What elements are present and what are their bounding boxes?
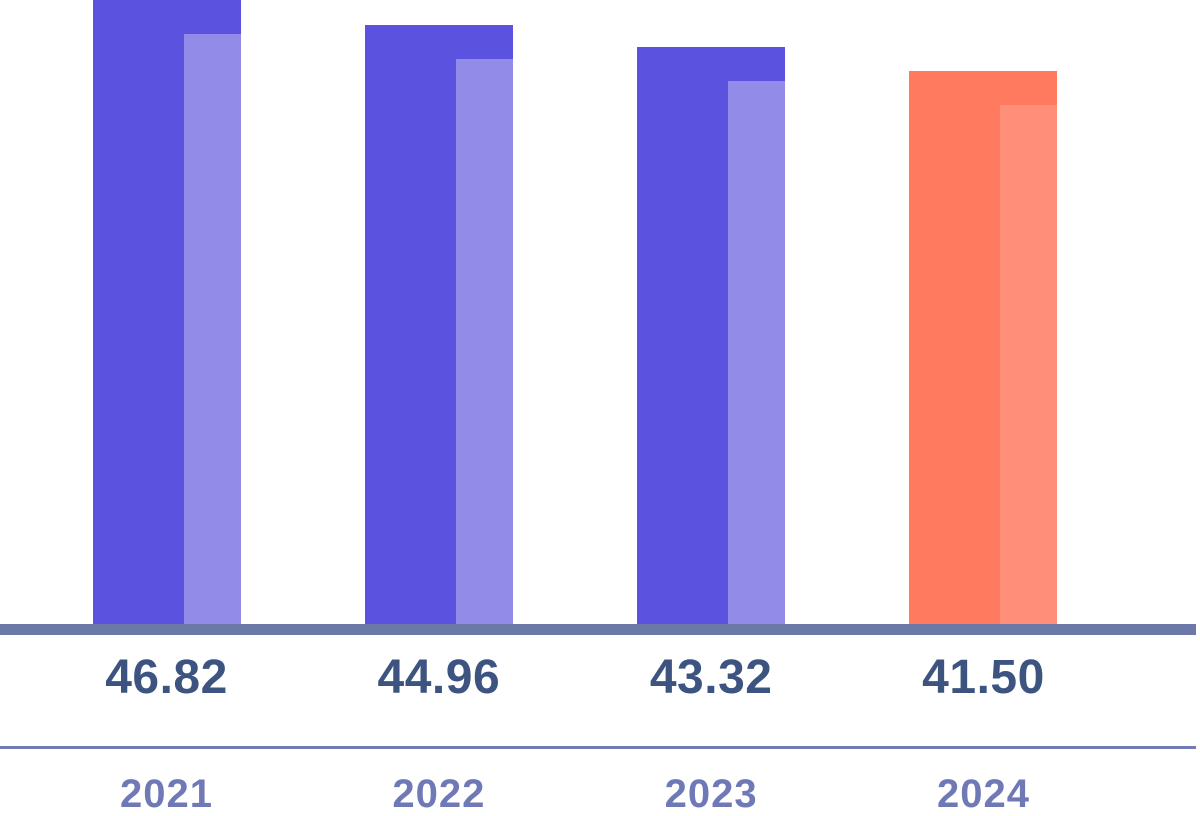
category-label-2021: 2021 — [120, 772, 213, 816]
value-label-2023: 43.32 — [649, 651, 773, 704]
bar-highlight-2021 — [184, 34, 241, 635]
bar-highlight-2024 — [1000, 105, 1057, 635]
bar-highlight-2023 — [728, 81, 785, 635]
category-label-2023: 2023 — [664, 772, 758, 816]
category-label-2022: 2022 — [392, 772, 486, 816]
baseline-axis — [0, 624, 1196, 635]
bar-highlight-2022 — [456, 59, 513, 635]
x-axis-divider — [0, 746, 1196, 749]
value-label-2021: 46.82 — [105, 651, 228, 704]
category-label-2024: 2024 — [936, 772, 1030, 816]
value-label-2022: 44.96 — [377, 651, 501, 704]
value-label-2024: 41.50 — [922, 651, 1045, 704]
